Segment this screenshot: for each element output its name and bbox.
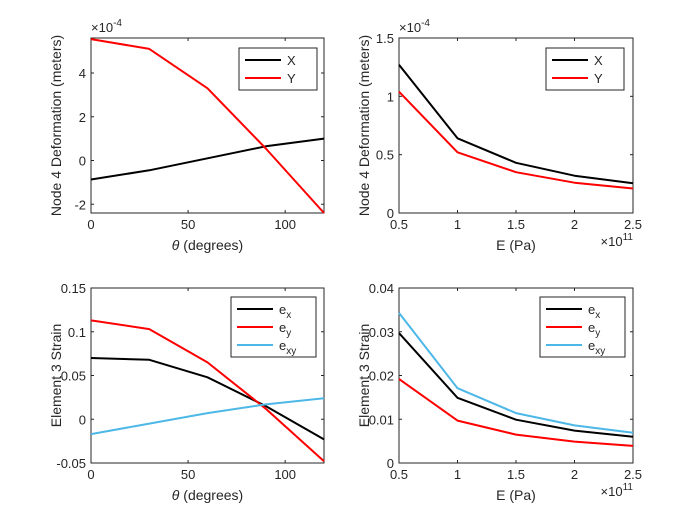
y-tick-label: 4 (79, 66, 86, 81)
y-tick-label: 0.04 (369, 281, 394, 296)
y-tick-label: 0.15 (61, 281, 86, 296)
x-tick-label: 1.5 (507, 467, 525, 482)
x-axis-label: E (Pa) (496, 237, 536, 253)
x-exponent-label: ×1011 (601, 482, 634, 499)
y-tick-label: 0 (387, 206, 394, 221)
legend: XY (238, 47, 318, 91)
legend: XY (545, 47, 625, 91)
x-tick-label: 50 (181, 467, 195, 482)
y-tick-label: 0.1 (68, 325, 86, 340)
series-line-ex (398, 332, 634, 438)
subplot-4: 0.5 1 1.5 2 2.5 0 0.01 0.02 0.03 0.04 E (Pa) Elemen… (356, 281, 642, 503)
legend-entry: ey (279, 320, 291, 339)
legend-entry: ex (588, 302, 600, 321)
x-tick-label: 0 (87, 217, 94, 232)
series-line-Y (398, 91, 634, 190)
legend-entry: X (594, 53, 603, 68)
y-tick-label: 0.02 (369, 369, 394, 384)
x-tick-label: 2.5 (624, 467, 642, 482)
x-tick-label: 0.5 (390, 217, 408, 232)
x-tick-label: 0.5 (390, 467, 408, 482)
y-exponent-label: ×10-4 (91, 18, 122, 35)
x-tick-label: 50 (181, 217, 195, 232)
legend-entry: exy (279, 338, 296, 357)
legend-entry: exy (588, 338, 605, 357)
y-tick-label: 0.01 (369, 412, 394, 427)
y-tick-label: 0 (387, 456, 394, 471)
y-axis-label: Node 4 Deformation (meters) (356, 35, 372, 216)
series-line-exy (90, 397, 325, 436)
y-axis-label: Element 3 Strain (356, 324, 372, 428)
y-tick-label: 0 (79, 154, 86, 169)
y-tick-label: 0.5 (376, 148, 394, 163)
x-tick-label: 100 (274, 467, 296, 482)
x-tick-label: 1.5 (507, 217, 525, 232)
y-tick-label: 2 (79, 110, 86, 125)
x-tick-label: 2 (571, 467, 578, 482)
y-axis-label: Element 3 Strain (48, 324, 64, 428)
legend-box (545, 47, 625, 91)
series-line-ey (90, 319, 325, 463)
x-tick-label: 2 (571, 217, 578, 232)
legend-entry: ey (588, 320, 600, 339)
x-tick-label: 100 (274, 217, 296, 232)
legend-entry: ex (279, 302, 291, 321)
axes-box (90, 37, 325, 214)
series-line-exy (398, 312, 634, 434)
x-tick-label: 2.5 (624, 217, 642, 232)
x-axis-label: θ (degrees) (172, 237, 243, 253)
series-line-Y (90, 38, 325, 214)
y-tick-label: 0 (79, 412, 86, 427)
legend-entry: Y (594, 71, 603, 86)
y-axis-label: Node 4 Deformation (meters) (48, 35, 64, 216)
y-tick-label: -0.05 (56, 456, 86, 471)
x-axis-label: θ (degrees) (172, 487, 243, 503)
series-line-ey (398, 378, 634, 447)
series-line-X (398, 64, 634, 185)
y-tick-label: 0.05 (61, 369, 86, 384)
legend-entry: X (287, 53, 296, 68)
y-tick-label: 0.03 (369, 325, 394, 340)
legend-box (238, 47, 318, 91)
y-exponent-label: ×10-4 (399, 18, 430, 35)
x-tick-label: 1 (454, 217, 461, 232)
y-tick-label: -2 (74, 197, 86, 212)
series-line-X (90, 137, 325, 181)
legend-entry: Y (287, 71, 296, 86)
x-tick-label: 0 (87, 467, 94, 482)
y-tick-label: 1.5 (376, 31, 394, 46)
x-exponent-label: ×1011 (601, 232, 634, 249)
x-tick-label: 1 (454, 467, 461, 482)
y-tick-label: 1 (387, 89, 394, 104)
series-line-ex (90, 357, 325, 441)
subplot-2: 0.5 1 1.5 2 2.500.511.5E (Pa)Node 4 Deformat… (356, 18, 642, 253)
x-axis-label: E (Pa) (496, 487, 536, 503)
